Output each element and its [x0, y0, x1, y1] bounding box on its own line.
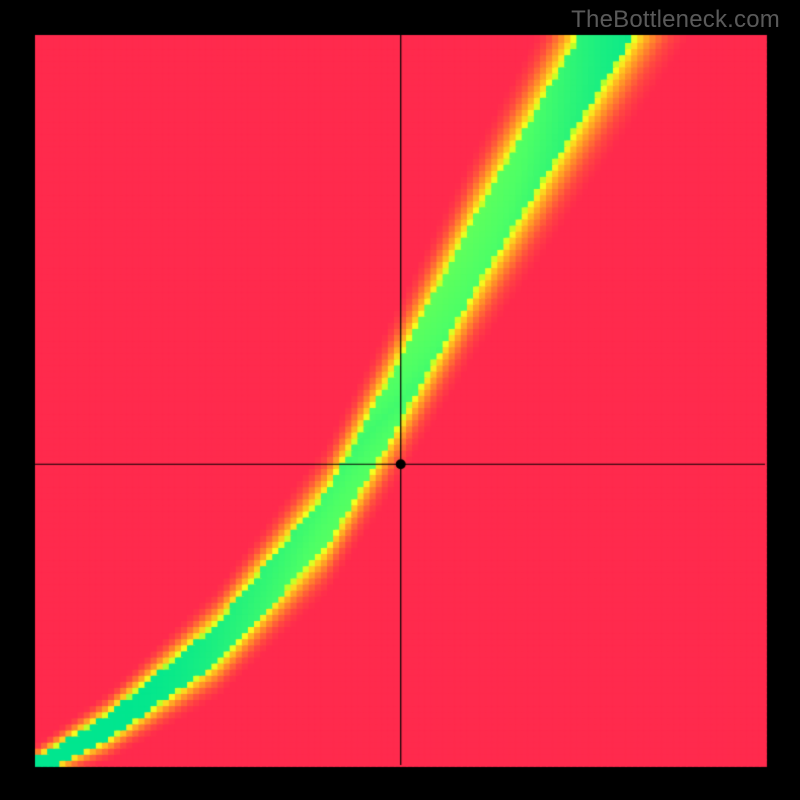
chart-container: TheBottleneck.com: [0, 0, 800, 800]
watermark-text: TheBottleneck.com: [571, 6, 780, 34]
heatmap-canvas: [0, 0, 800, 800]
